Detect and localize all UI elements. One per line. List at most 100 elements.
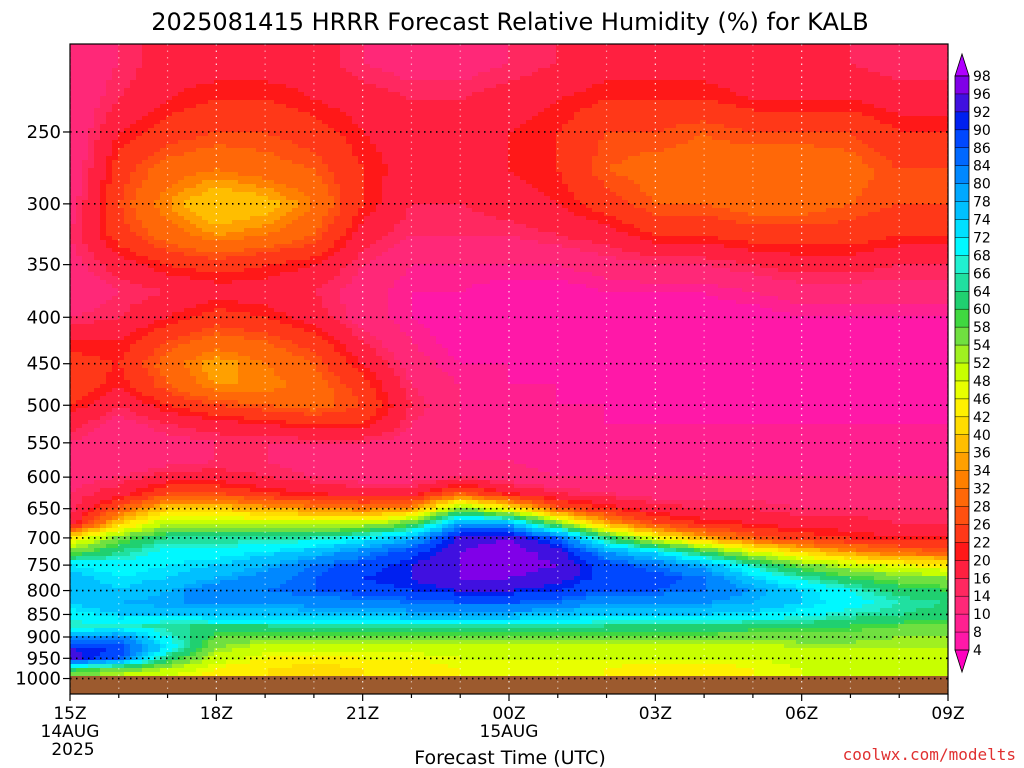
colorbar-swatch xyxy=(955,363,969,382)
colorbar-swatch xyxy=(955,345,969,364)
colorbar-swatch xyxy=(955,542,969,561)
colorbar-level-label: 80 xyxy=(973,177,991,193)
colorbar-swatch xyxy=(955,632,969,651)
colorbar-level-label: 26 xyxy=(973,517,991,533)
colorbar-swatch xyxy=(955,380,969,400)
colorbar-level-label: 78 xyxy=(973,195,991,211)
colorbar-level-label: 54 xyxy=(973,338,991,354)
colorbar-swatch xyxy=(955,237,969,256)
y-tick-label: 1000 xyxy=(15,669,61,690)
credit-text: coolwx.com/modelts xyxy=(843,745,1016,764)
colorbar-top-arrow xyxy=(954,52,970,77)
colorbar-swatch xyxy=(955,416,969,436)
chart-title: 2025081415 HRRR Forecast Relative Humidi… xyxy=(151,8,868,36)
colorbar-swatch xyxy=(955,111,969,131)
colorbar-swatch xyxy=(955,201,969,220)
colorbar-level-label: 92 xyxy=(973,105,991,121)
rh-field xyxy=(70,44,948,694)
x-date-label: 14AUG xyxy=(41,722,100,742)
colorbar-swatch xyxy=(955,470,969,489)
colorbar-swatch xyxy=(955,291,969,310)
colorbar-swatch xyxy=(955,255,969,274)
colorbar-swatch xyxy=(955,578,969,597)
colorbar-level-label: 16 xyxy=(973,571,991,587)
y-tick-label: 300 xyxy=(27,194,61,215)
plot-area xyxy=(70,44,948,694)
colorbar-swatch xyxy=(955,488,969,507)
colorbar-level-label: 98 xyxy=(973,69,991,85)
y-tick-label: 550 xyxy=(27,433,61,454)
colorbar-level-label: 90 xyxy=(973,123,991,139)
y-tick-label: 700 xyxy=(27,528,61,549)
colorbar-level-label: 32 xyxy=(973,482,991,498)
colorbar-level-label: 22 xyxy=(973,535,991,551)
x-axis-label: Forecast Time (UTC) xyxy=(414,747,605,768)
y-tick-label: 650 xyxy=(27,499,61,520)
colorbar-swatch xyxy=(955,327,969,346)
colorbar-level-label: 20 xyxy=(973,553,991,569)
colorbar-level-label: 52 xyxy=(973,356,991,372)
colorbar-level-label: 8 xyxy=(973,625,982,641)
colorbar-swatch xyxy=(955,147,969,166)
colorbar-level-label: 14 xyxy=(973,589,991,605)
colorbar-swatch xyxy=(955,452,969,471)
colorbar-level-label: 58 xyxy=(973,320,991,336)
colorbar-bottom-arrow xyxy=(954,649,970,674)
colorbar-swatch xyxy=(955,434,969,453)
colorbar-level-label: 4 xyxy=(973,643,982,659)
colorbar-level-label: 60 xyxy=(973,302,991,318)
colorbar-level-label: 74 xyxy=(973,213,991,229)
y-tick-label: 900 xyxy=(27,627,61,648)
y-tick-label: 600 xyxy=(27,467,61,488)
colorbar-level-label: 64 xyxy=(973,284,991,300)
y-tick-label: 350 xyxy=(27,255,61,276)
colorbar-level-label: 86 xyxy=(973,141,991,157)
colorbar-swatch xyxy=(955,93,969,113)
colorbar-swatch xyxy=(955,398,969,418)
colorbar-level-label: 72 xyxy=(973,230,991,246)
x-date-label: 15AUG xyxy=(480,722,539,742)
colorbar-level-label: 68 xyxy=(973,248,991,264)
colorbar-swatch xyxy=(955,273,969,292)
colorbar-level-label: 10 xyxy=(973,607,991,623)
colorbar-level-label: 34 xyxy=(973,464,991,480)
colorbar-swatch xyxy=(955,219,969,238)
colorbar: 4810141620222628323436404246485254586064… xyxy=(954,52,991,674)
colorbar-swatch xyxy=(955,309,969,328)
x-tick-label: 21Z xyxy=(346,704,379,724)
x-tick-label: 00Z xyxy=(492,704,525,724)
colorbar-swatch xyxy=(955,524,969,543)
y-tick-label: 950 xyxy=(27,648,61,669)
colorbar-swatch xyxy=(955,506,969,525)
x-tick-label: 18Z xyxy=(200,704,233,724)
colorbar-swatch xyxy=(955,596,969,615)
x-year-label: 2025 xyxy=(51,740,94,760)
y-tick-label: 250 xyxy=(27,122,61,143)
colorbar-level-label: 42 xyxy=(973,410,991,426)
x-tick-label: 03Z xyxy=(639,704,672,724)
y-tick-label: 800 xyxy=(27,581,61,602)
x-tick-label: 09Z xyxy=(931,704,964,724)
colorbar-level-label: 84 xyxy=(973,159,991,175)
ground-below-surface xyxy=(70,676,948,694)
y-tick-label: 500 xyxy=(27,395,61,416)
y-tick-label: 850 xyxy=(27,604,61,625)
colorbar-level-label: 40 xyxy=(973,428,991,444)
colorbar-level-label: 46 xyxy=(973,392,991,408)
y-tick-label: 750 xyxy=(27,555,61,576)
x-tick-label: 15Z xyxy=(53,704,86,724)
colorbar-level-label: 96 xyxy=(973,87,991,103)
x-tick-label: 06Z xyxy=(785,704,818,724)
colorbar-level-label: 66 xyxy=(973,266,991,282)
y-tick-label: 400 xyxy=(27,307,61,328)
colorbar-level-label: 36 xyxy=(973,446,991,462)
grid-lines xyxy=(70,44,948,694)
colorbar-swatch xyxy=(955,614,969,633)
colorbar-level-label: 28 xyxy=(973,500,991,516)
y-axis: 2503003504004505005506006507007508008509… xyxy=(15,122,70,690)
colorbar-swatch xyxy=(955,129,969,149)
y-tick-label: 450 xyxy=(27,354,61,375)
colorbar-swatch xyxy=(955,560,969,579)
